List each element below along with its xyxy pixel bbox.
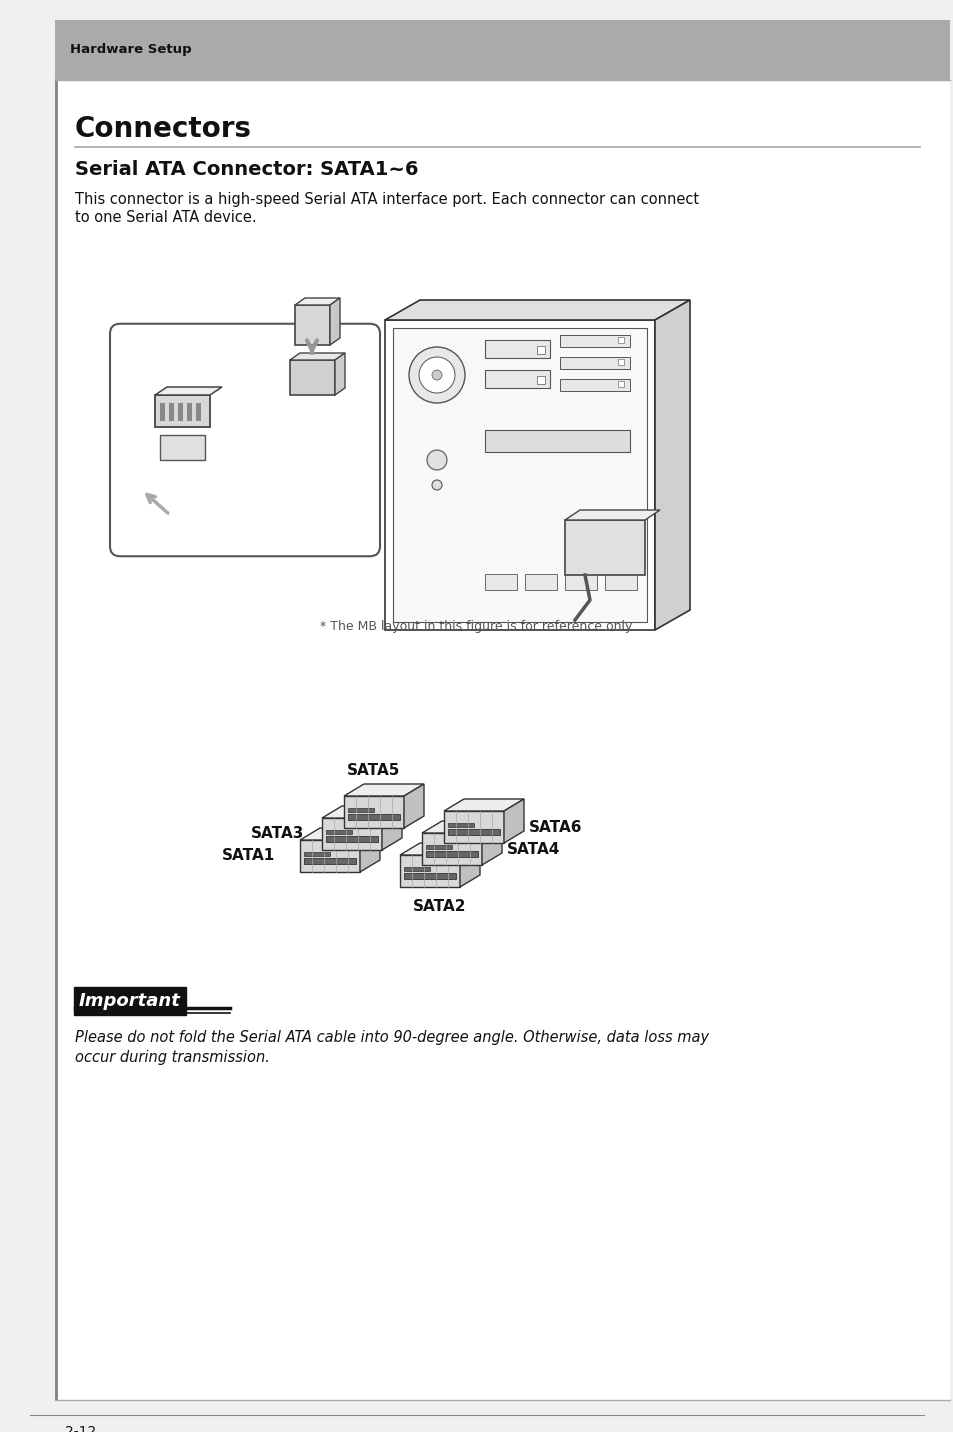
Bar [304, 852, 330, 856]
Text: to one Serial ATA device.: to one Serial ATA device. [75, 211, 256, 225]
Text: SATA4: SATA4 [506, 842, 559, 856]
Polygon shape [330, 298, 339, 345]
Polygon shape [503, 799, 523, 843]
Bar [348, 808, 374, 812]
Bar [559, 357, 629, 369]
Bar [403, 874, 456, 879]
Text: 2-12: 2-12 [65, 1425, 96, 1432]
Circle shape [409, 347, 464, 402]
Text: SATA5: SATA5 [347, 763, 400, 778]
Bar [385, 319, 655, 630]
Text: Please do not fold the Serial ATA cable into 90-degree angle. Otherwise, data lo: Please do not fold the Serial ATA cable … [75, 1030, 708, 1045]
Bar [448, 829, 499, 835]
Text: Important: Important [79, 992, 181, 1010]
Polygon shape [322, 806, 401, 818]
Polygon shape [421, 833, 481, 865]
Text: Serial ATA Connector: SATA1~6: Serial ATA Connector: SATA1~6 [75, 160, 418, 179]
Polygon shape [399, 843, 479, 855]
Polygon shape [290, 354, 345, 359]
Bar [178, 402, 183, 421]
Text: SATA1: SATA1 [221, 849, 274, 863]
Circle shape [427, 450, 447, 470]
Polygon shape [381, 806, 401, 851]
Polygon shape [344, 796, 403, 828]
Bar [195, 402, 201, 421]
Bar [618, 381, 623, 387]
Polygon shape [459, 843, 479, 886]
Polygon shape [322, 818, 381, 851]
Bar [326, 836, 377, 842]
Bar [160, 435, 205, 460]
Bar [524, 574, 557, 590]
Bar [294, 305, 330, 345]
Bar [304, 858, 355, 863]
Bar [187, 402, 192, 421]
Bar [564, 520, 644, 576]
Bar [484, 430, 629, 453]
Text: * The MB layout in this figure is for reference only.: * The MB layout in this figure is for re… [319, 620, 634, 633]
Polygon shape [399, 855, 459, 886]
Bar [484, 369, 550, 388]
Polygon shape [443, 811, 503, 843]
Bar [169, 402, 173, 421]
Text: SATA2: SATA2 [413, 899, 466, 914]
Text: SATA6: SATA6 [529, 819, 582, 835]
Text: SATA3: SATA3 [251, 826, 304, 842]
Text: This connector is a high-speed Serial ATA interface port. Each connector can con: This connector is a high-speed Serial AT… [75, 192, 699, 208]
Polygon shape [385, 299, 689, 319]
Circle shape [418, 357, 455, 392]
Bar [426, 845, 452, 849]
Circle shape [432, 369, 441, 379]
Bar [55, 20, 949, 80]
Polygon shape [294, 298, 339, 305]
Circle shape [432, 480, 441, 490]
Polygon shape [154, 387, 222, 395]
Bar [348, 813, 399, 821]
Polygon shape [421, 821, 501, 833]
Polygon shape [344, 783, 423, 796]
Bar [484, 339, 550, 358]
Text: Hardware Setup: Hardware Setup [70, 43, 192, 56]
Text: Connectors: Connectors [75, 115, 252, 143]
Polygon shape [443, 799, 523, 811]
Polygon shape [655, 299, 689, 630]
FancyBboxPatch shape [110, 324, 379, 556]
Polygon shape [299, 828, 379, 841]
Bar [154, 395, 210, 427]
Bar [326, 831, 352, 833]
Text: occur during transmission.: occur during transmission. [75, 1050, 270, 1065]
Bar [448, 823, 474, 828]
Bar [604, 574, 637, 590]
Polygon shape [290, 359, 335, 395]
Bar [564, 574, 597, 590]
Polygon shape [564, 510, 659, 520]
Bar [484, 574, 517, 590]
Polygon shape [335, 354, 345, 395]
Bar [559, 335, 629, 347]
Bar [618, 359, 623, 365]
Bar [426, 851, 477, 856]
Bar [55, 80, 58, 1400]
Bar [559, 379, 629, 391]
Polygon shape [481, 821, 501, 865]
Bar [618, 337, 623, 344]
Bar [537, 377, 544, 384]
Bar [537, 347, 544, 354]
Polygon shape [299, 841, 359, 872]
Bar [160, 402, 165, 421]
Polygon shape [403, 783, 423, 828]
Polygon shape [359, 828, 379, 872]
Bar [403, 866, 430, 871]
Bar [393, 328, 646, 621]
